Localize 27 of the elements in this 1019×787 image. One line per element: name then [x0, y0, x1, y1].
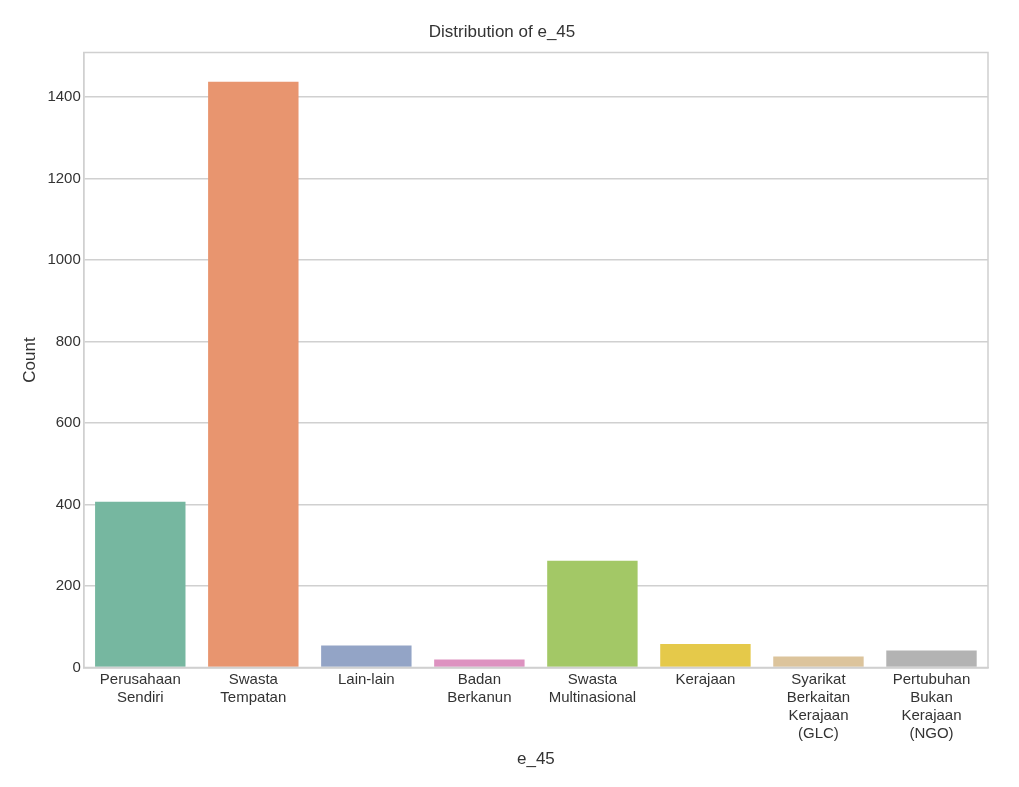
y-tick-label: 800: [55, 331, 81, 349]
bar: [434, 659, 525, 667]
x-tick-label: Pertubuhan Bukan Kerajaan (NGO): [892, 669, 971, 741]
y-tick-label: 400: [55, 494, 81, 512]
chart-title: Distribution of e_45: [428, 21, 576, 41]
x-tick-label: Kerajaan: [675, 669, 736, 687]
y-tick-label: 200: [55, 576, 81, 594]
y-axis-title: Count: [19, 337, 39, 383]
y-tick-label: 1200: [47, 168, 81, 186]
bar: [773, 656, 864, 667]
x-axis-title: e_45: [516, 749, 555, 769]
bar: [95, 501, 186, 667]
bar: [660, 643, 751, 667]
x-tick-label: Syarikat Berkaitan Kerajaan (GLC): [786, 669, 851, 741]
bar: [208, 81, 299, 667]
y-tick-label: 0: [72, 657, 81, 675]
x-tick-label: Swasta Multinasional: [548, 669, 637, 705]
y-tick-label: 1000: [47, 250, 81, 268]
bar: [547, 560, 638, 667]
x-tick-label: Lain-lain: [337, 669, 395, 687]
x-tick-label: Perusahaan Sendiri: [99, 669, 181, 705]
y-tick-label: 600: [55, 413, 81, 431]
y-tick-label: 1400: [47, 87, 81, 105]
x-tick-label: Badan Berkanun: [447, 669, 512, 705]
bar: [321, 645, 412, 667]
bar: [886, 650, 977, 667]
x-tick-label: Swasta Tempatan: [220, 669, 287, 705]
